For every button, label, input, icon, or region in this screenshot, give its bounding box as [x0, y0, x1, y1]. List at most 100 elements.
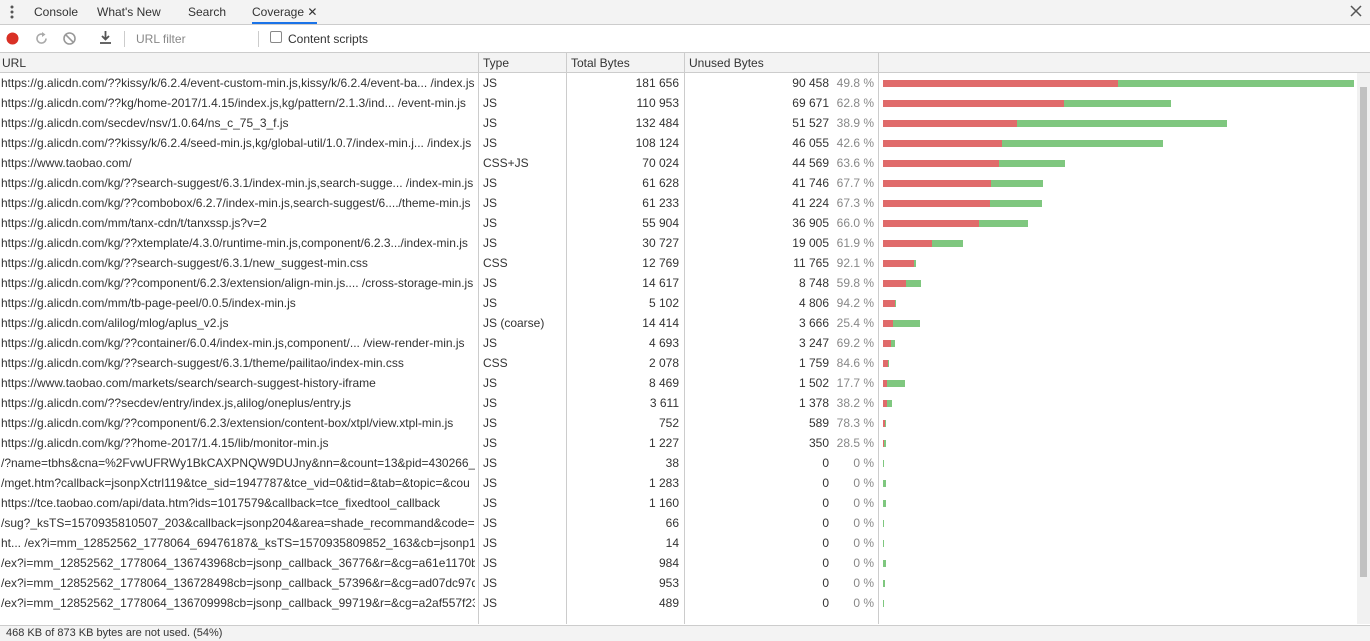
total-bytes: 984 — [658, 556, 679, 570]
table-row[interactable]: https://g.alicdn.com/??secdev/entry/inde… — [0, 393, 1357, 413]
table-row[interactable]: https://g.alicdn.com/??kg/home-2017/1.4.… — [0, 93, 1357, 113]
table-row[interactable]: /ex?i=mm_12852562_1778064_136743968cb=js… — [0, 553, 1357, 573]
unused-percent: 42.6 % — [836, 136, 874, 150]
table-row[interactable]: /ex?i=mm_12852562_1778064_136728498cb=js… — [0, 573, 1357, 593]
type-cell: JS — [483, 236, 498, 250]
tab[interactable]: Console — [34, 5, 79, 19]
unused-bytes: 0 — [822, 536, 829, 550]
tab[interactable]: Search — [188, 5, 227, 19]
table-row[interactable]: https://tce.taobao.com/api/data.htm?ids=… — [0, 493, 1357, 513]
type-cell: JS — [483, 416, 498, 430]
scrollbar[interactable] — [1357, 73, 1370, 624]
unused-bytes: 0 — [822, 496, 829, 510]
table-row[interactable]: https://g.alicdn.com/mm/tb-page-peel/0.0… — [0, 293, 1357, 313]
column-header[interactable]: Total Bytes — [571, 56, 630, 70]
table-row[interactable]: /mget.htm?callback=jsonpXctrl119&tce_sid… — [0, 473, 1357, 493]
url-cell: https://g.alicdn.com/??secdev/entry/inde… — [1, 396, 351, 410]
url-cell: https://tce.taobao.com/api/data.htm?ids=… — [1, 496, 440, 510]
column-header[interactable]: Unused Bytes — [689, 56, 764, 70]
table-row[interactable]: https://g.alicdn.com/kg/??home-2017/1.4.… — [0, 433, 1357, 453]
table-row[interactable]: https://g.alicdn.com/secdev/nsv/1.0.64/n… — [0, 113, 1357, 133]
record-button[interactable] — [5, 31, 20, 46]
type-cell: JS — [483, 396, 498, 410]
unused-percent: 38.2 % — [836, 396, 874, 410]
close-tab[interactable]: ✕ — [307, 5, 318, 19]
table-header: URL Type Total Bytes Unused Bytes — [0, 53, 1370, 73]
unused-bar — [883, 220, 979, 227]
used-bar — [883, 600, 885, 607]
table-row[interactable]: https://g.alicdn.com/kg/??xtemplate/4.3.… — [0, 233, 1357, 253]
table-row[interactable]: /ex?i=mm_12852562_1778064_136709998cb=js… — [0, 593, 1357, 613]
type-cell: CSS — [483, 356, 508, 370]
unused-percent: 28.5 % — [836, 436, 874, 450]
export-button[interactable] — [98, 30, 113, 45]
table-row[interactable]: https://g.alicdn.com/??kissy/k/6.2.4/eve… — [0, 73, 1357, 93]
unused-percent: 62.8 % — [836, 96, 874, 110]
total-bytes: 953 — [658, 576, 679, 590]
unused-bytes: 1 378 — [798, 396, 829, 410]
total-bytes: 132 484 — [635, 116, 679, 130]
column-header[interactable]: Type — [483, 56, 510, 70]
unused-bar — [883, 380, 887, 387]
total-bytes: 70 024 — [642, 156, 679, 170]
unused-bar — [883, 200, 990, 207]
url-cell: https://g.alicdn.com/??kg/home-2017/1.4.… — [1, 96, 466, 110]
unused-bytes: 3 666 — [798, 316, 829, 330]
url-cell: https://g.alicdn.com/kg/??combobox/6.2.7… — [1, 196, 471, 210]
unused-bytes: 46 055 — [792, 136, 829, 150]
menu-icon[interactable] — [10, 5, 14, 19]
tab-active[interactable]: Coverage ✕ — [252, 5, 318, 24]
type-cell: CSS — [483, 256, 508, 270]
table-row[interactable]: /sug?_ksTS=1570935810507_203&callback=js… — [0, 513, 1357, 533]
total-bytes: 1 160 — [648, 496, 679, 510]
total-bytes: 108 124 — [635, 136, 679, 150]
table-row[interactable]: https://g.alicdn.com/??kissy/k/6.2.4/see… — [0, 133, 1357, 153]
checkbox[interactable] — [270, 31, 282, 43]
tab[interactable]: What's New — [97, 5, 161, 19]
used-bar — [913, 260, 917, 267]
used-bar — [883, 480, 887, 487]
total-bytes: 55 904 — [642, 216, 679, 230]
used-bar — [892, 320, 921, 327]
unused-bytes: 350 — [808, 436, 829, 450]
table-row[interactable]: https://g.alicdn.com/mm/tanx-cdn/t/tanxs… — [0, 213, 1357, 233]
unused-bar — [883, 80, 1118, 87]
table-row[interactable]: https://g.alicdn.com/kg/??combobox/6.2.7… — [0, 193, 1357, 213]
table-row[interactable]: /?name=tbhs&cna=%2FvwUFRWy1BkCAXPNQW9DUJ… — [0, 453, 1357, 473]
table-row[interactable]: https://g.alicdn.com/kg/??component/6.2.… — [0, 413, 1357, 433]
clear-button[interactable] — [62, 31, 77, 46]
table-row[interactable]: https://www.taobao.com/markets/search/se… — [0, 373, 1357, 393]
table-row[interactable]: https://g.alicdn.com/kg/??component/6.2.… — [0, 273, 1357, 293]
unused-bar — [883, 340, 892, 347]
table-row[interactable]: ht... /ex?i=mm_12852562_1778064_69476187… — [0, 533, 1357, 553]
checkbox-label[interactable]: Content scripts — [288, 32, 369, 46]
column-header[interactable]: URL — [2, 56, 27, 70]
unused-bytes: 36 905 — [792, 216, 829, 230]
table-row[interactable]: https://g.alicdn.com/kg/??search-suggest… — [0, 253, 1357, 273]
unused-percent: 67.7 % — [836, 176, 874, 190]
unused-bar — [883, 180, 992, 187]
used-bar — [884, 420, 886, 427]
unused-bytes: 1 759 — [798, 356, 829, 370]
used-bar — [991, 180, 1043, 187]
used-bar — [989, 200, 1042, 207]
used-bar — [932, 240, 963, 247]
type-cell: JS — [483, 176, 498, 190]
unused-percent: 84.6 % — [836, 356, 874, 370]
used-bar — [978, 220, 1028, 227]
table-row[interactable]: https://g.alicdn.com/kg/??search-suggest… — [0, 173, 1357, 193]
url-filter[interactable]: URL filter — [136, 32, 186, 46]
close-drawer[interactable] — [1350, 5, 1362, 17]
total-bytes: 2 078 — [648, 356, 679, 370]
reload-button[interactable] — [34, 31, 49, 46]
table-row[interactable]: https://g.alicdn.com/alilog/mlog/aplus_v… — [0, 313, 1357, 333]
type-cell: JS — [483, 556, 498, 570]
unused-bytes: 19 005 — [792, 236, 829, 250]
type-cell: JS — [483, 596, 498, 610]
tab-label[interactable]: Coverage — [252, 5, 305, 19]
type-cell: JS — [483, 136, 498, 150]
table-row[interactable]: https://g.alicdn.com/kg/??search-suggest… — [0, 353, 1357, 373]
table-row[interactable]: https://g.alicdn.com/kg/??container/6.0.… — [0, 333, 1357, 353]
table-row[interactable]: https://www.taobao.com/CSS+JS 70 024 44 56… — [0, 153, 1357, 173]
scroll-thumb[interactable] — [1360, 87, 1367, 577]
